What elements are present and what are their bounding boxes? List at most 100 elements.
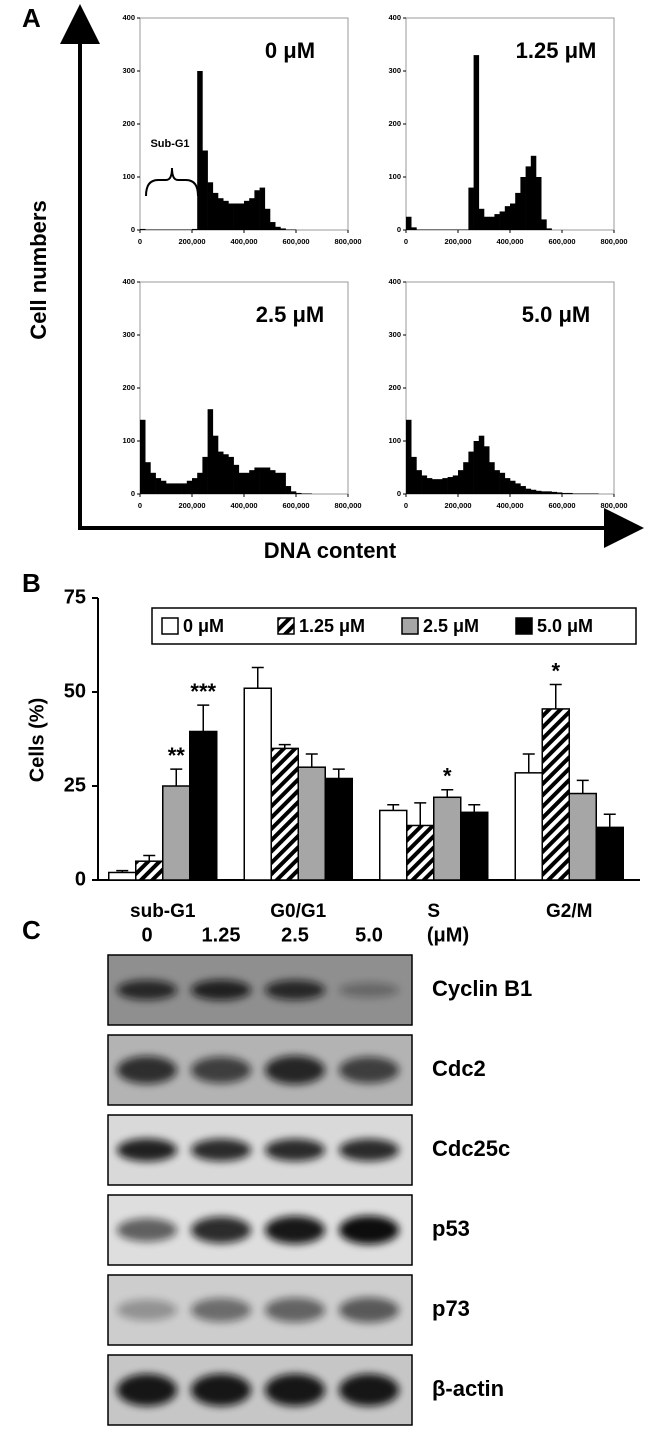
protein-label: β-actin bbox=[432, 1376, 504, 1401]
histogram-bar bbox=[176, 229, 182, 230]
histogram-bar bbox=[160, 229, 167, 230]
error-bar bbox=[278, 743, 291, 749]
legend-label: 0 μM bbox=[183, 616, 224, 636]
histogram-bar bbox=[228, 456, 234, 494]
legend-swatch bbox=[161, 617, 179, 635]
histogram-bar bbox=[228, 203, 234, 230]
x-tick-label: G0/G1 bbox=[270, 901, 326, 922]
histogram-bar bbox=[176, 483, 182, 494]
histogram-bar bbox=[280, 228, 286, 230]
histogram-bar bbox=[218, 451, 224, 494]
histogram-bar bbox=[406, 419, 412, 494]
error-bar bbox=[116, 869, 129, 873]
histogram-bar bbox=[275, 226, 281, 230]
histogram-bar bbox=[536, 177, 542, 230]
blot-band bbox=[339, 1056, 399, 1084]
histogram-bar bbox=[202, 456, 208, 494]
bar bbox=[162, 785, 191, 881]
bar bbox=[595, 826, 624, 881]
legend-label: 2.5 μM bbox=[423, 616, 479, 636]
histogram-bar bbox=[181, 483, 188, 494]
lane-label: 2.5 bbox=[281, 924, 309, 946]
y-tick-label: 100 bbox=[122, 436, 135, 445]
histogram-bar bbox=[504, 206, 511, 230]
y-axis-label: Cells (%) bbox=[26, 698, 48, 782]
histogram-bar bbox=[416, 470, 422, 494]
x-tick-label: 800,000 bbox=[600, 237, 627, 246]
histogram-bar bbox=[458, 229, 464, 230]
y-tick-label: 0 bbox=[397, 489, 401, 498]
histogram-bar bbox=[525, 166, 532, 230]
histogram-bar bbox=[562, 492, 568, 494]
histogram-bar bbox=[572, 493, 578, 494]
histogram-bar bbox=[421, 475, 428, 494]
error-bar bbox=[522, 753, 535, 773]
y-tick-label: 400 bbox=[388, 13, 401, 22]
histogram-bar bbox=[275, 472, 281, 494]
histogram-bar bbox=[212, 435, 219, 494]
blot-band bbox=[265, 980, 325, 1000]
x-tick-label: 200,000 bbox=[444, 501, 471, 510]
y-tick-label: 100 bbox=[122, 172, 135, 181]
histogram-bar bbox=[296, 492, 302, 494]
bar bbox=[297, 766, 326, 881]
histogram-bar bbox=[546, 228, 552, 230]
histogram-bar bbox=[212, 192, 219, 230]
blot-band bbox=[265, 1297, 325, 1323]
y-tick-label: 300 bbox=[388, 66, 401, 75]
error-bar bbox=[468, 804, 481, 813]
bar bbox=[379, 809, 408, 881]
chart-title: 2.5 μM bbox=[256, 302, 324, 327]
histogram-bar bbox=[244, 472, 250, 494]
histogram-bar bbox=[290, 491, 297, 494]
error-bar bbox=[305, 753, 318, 768]
histogram-bar bbox=[150, 229, 156, 230]
histogram-bar bbox=[515, 192, 521, 230]
histogram-bar bbox=[489, 462, 495, 494]
histogram-bar bbox=[536, 490, 542, 494]
bar bbox=[514, 772, 543, 881]
error-bar bbox=[332, 768, 345, 779]
blot-band bbox=[117, 1299, 177, 1321]
blot-band bbox=[191, 979, 251, 1001]
y-tick-label: 0 bbox=[397, 225, 401, 234]
histogram-bar bbox=[468, 187, 474, 230]
panel-label: B bbox=[22, 568, 41, 598]
y-tick-label: 400 bbox=[122, 277, 135, 286]
histogram-bar bbox=[520, 486, 526, 494]
x-tick-label: 200,000 bbox=[178, 501, 205, 510]
lane-label: 1.25 bbox=[202, 924, 241, 946]
histogram-bar bbox=[285, 486, 292, 494]
bar bbox=[568, 792, 597, 881]
y-tick-label: 200 bbox=[122, 119, 135, 128]
histogram-bar bbox=[411, 227, 417, 230]
protein-label: Cdc2 bbox=[432, 1056, 486, 1081]
blot-band bbox=[191, 1216, 251, 1244]
histogram-bar bbox=[452, 475, 459, 494]
x-tick-label: 0 bbox=[404, 501, 408, 510]
histogram-bar bbox=[593, 493, 599, 494]
significance: ** bbox=[168, 743, 186, 768]
histogram-bar bbox=[541, 219, 547, 230]
histogram-bar bbox=[447, 229, 454, 230]
x-tick-label: 800,000 bbox=[600, 501, 627, 510]
significance: * bbox=[551, 658, 560, 683]
histogram-bar bbox=[432, 479, 438, 494]
legend-box bbox=[151, 607, 637, 645]
blot-band bbox=[339, 982, 399, 998]
blot-band bbox=[117, 980, 177, 1000]
y-tick-label: 400 bbox=[388, 277, 401, 286]
histogram-bar bbox=[166, 483, 172, 494]
bar bbox=[270, 747, 299, 881]
histogram-bar bbox=[515, 483, 521, 494]
y-tick-label: 100 bbox=[388, 172, 401, 181]
error-bar bbox=[197, 704, 210, 732]
histogram-bar bbox=[166, 229, 172, 230]
blot-band bbox=[191, 1056, 251, 1084]
histogram-bar bbox=[140, 419, 146, 494]
error-bar bbox=[603, 813, 616, 828]
x-tick-label: 0 bbox=[138, 237, 142, 246]
histogram-bar bbox=[442, 478, 448, 494]
histogram-bar bbox=[150, 472, 156, 494]
